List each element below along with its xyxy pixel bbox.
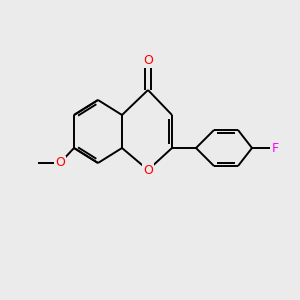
Text: O: O <box>143 53 153 67</box>
Text: F: F <box>272 142 279 154</box>
Text: O: O <box>143 164 153 176</box>
Text: O: O <box>55 157 65 169</box>
